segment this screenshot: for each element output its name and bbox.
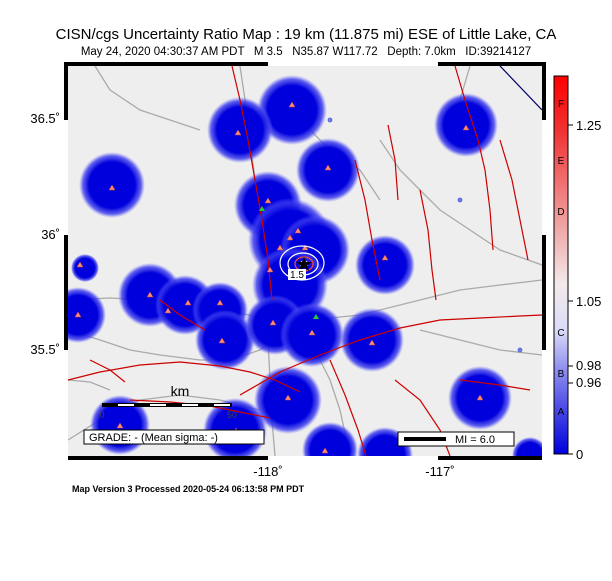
contour-label-bg [288, 269, 306, 280]
seismic-stations [74, 101, 484, 454]
strong-motion-stations [259, 206, 319, 319]
event-id: ID:39214127 [465, 46, 532, 58]
colorbar-letter-c: C [557, 328, 564, 339]
event-date: May 24, 2020 04:30:37 AM PDT [80, 46, 245, 58]
colorbar-value-0-96: 0.96 [576, 375, 601, 390]
map-version-footer: Map Version 3 Processed 2020-05-24 06:13… [72, 484, 305, 494]
map-title: CISN/cgs Uncertainty Ratio Map : 19 km (… [55, 26, 557, 43]
colorbar-value-1-05: 1.05 [576, 294, 601, 309]
colorbar-letter-b: B [558, 369, 565, 380]
scale-label: km [171, 383, 190, 399]
mi-legend-box [397, 431, 515, 447]
colorbar-letter-a: A [558, 407, 565, 418]
lon-label-118: -118˚ [253, 464, 282, 479]
lat-label-36-5: 36.5˚ [30, 111, 60, 126]
colorbar-letter-d: D [557, 207, 564, 218]
lon-label-117: -117˚ [425, 464, 454, 479]
scale-bar: km 0 50 [99, 383, 237, 420]
faults [68, 66, 542, 456]
event-info: May 24, 2020 04:30:37 AM PDT M 3.5 N35.8… [0, 46, 612, 58]
mi-legend-text: MI = 6.0 [455, 434, 495, 446]
colorbar-letter-f: F [558, 99, 564, 110]
frame-ticks [64, 62, 546, 460]
grade-box [83, 429, 265, 445]
event-magnitude: M 3.5 [253, 46, 283, 58]
event-depth: Depth: 7.0km [387, 46, 456, 58]
colorbar-value-0-98: 0.98 [576, 358, 601, 373]
mi-legend-line [404, 437, 446, 441]
colorbar: F E D C B A 1.25 1.05 0.98 0.96 0 [553, 75, 601, 462]
lat-label-36: 36˚ [41, 227, 60, 242]
scale-fifty: 50 [227, 410, 237, 420]
colorbar-value-1-25: 1.25 [576, 118, 601, 133]
colorbar-letter-e: E [558, 156, 565, 167]
grade-text: GRADE: - (Mean sigma: -) [89, 432, 218, 444]
lat-label-35-5: 35.5˚ [30, 342, 60, 357]
contour-label: 1.5 [290, 270, 304, 281]
epicenter-star-icon [295, 256, 313, 272]
event-location: N35.87 W117.72 [292, 46, 378, 58]
colorbar-value-0: 0 [576, 447, 583, 462]
uncertainty-regions [68, 75, 542, 456]
scale-zero: 0 [99, 410, 104, 420]
